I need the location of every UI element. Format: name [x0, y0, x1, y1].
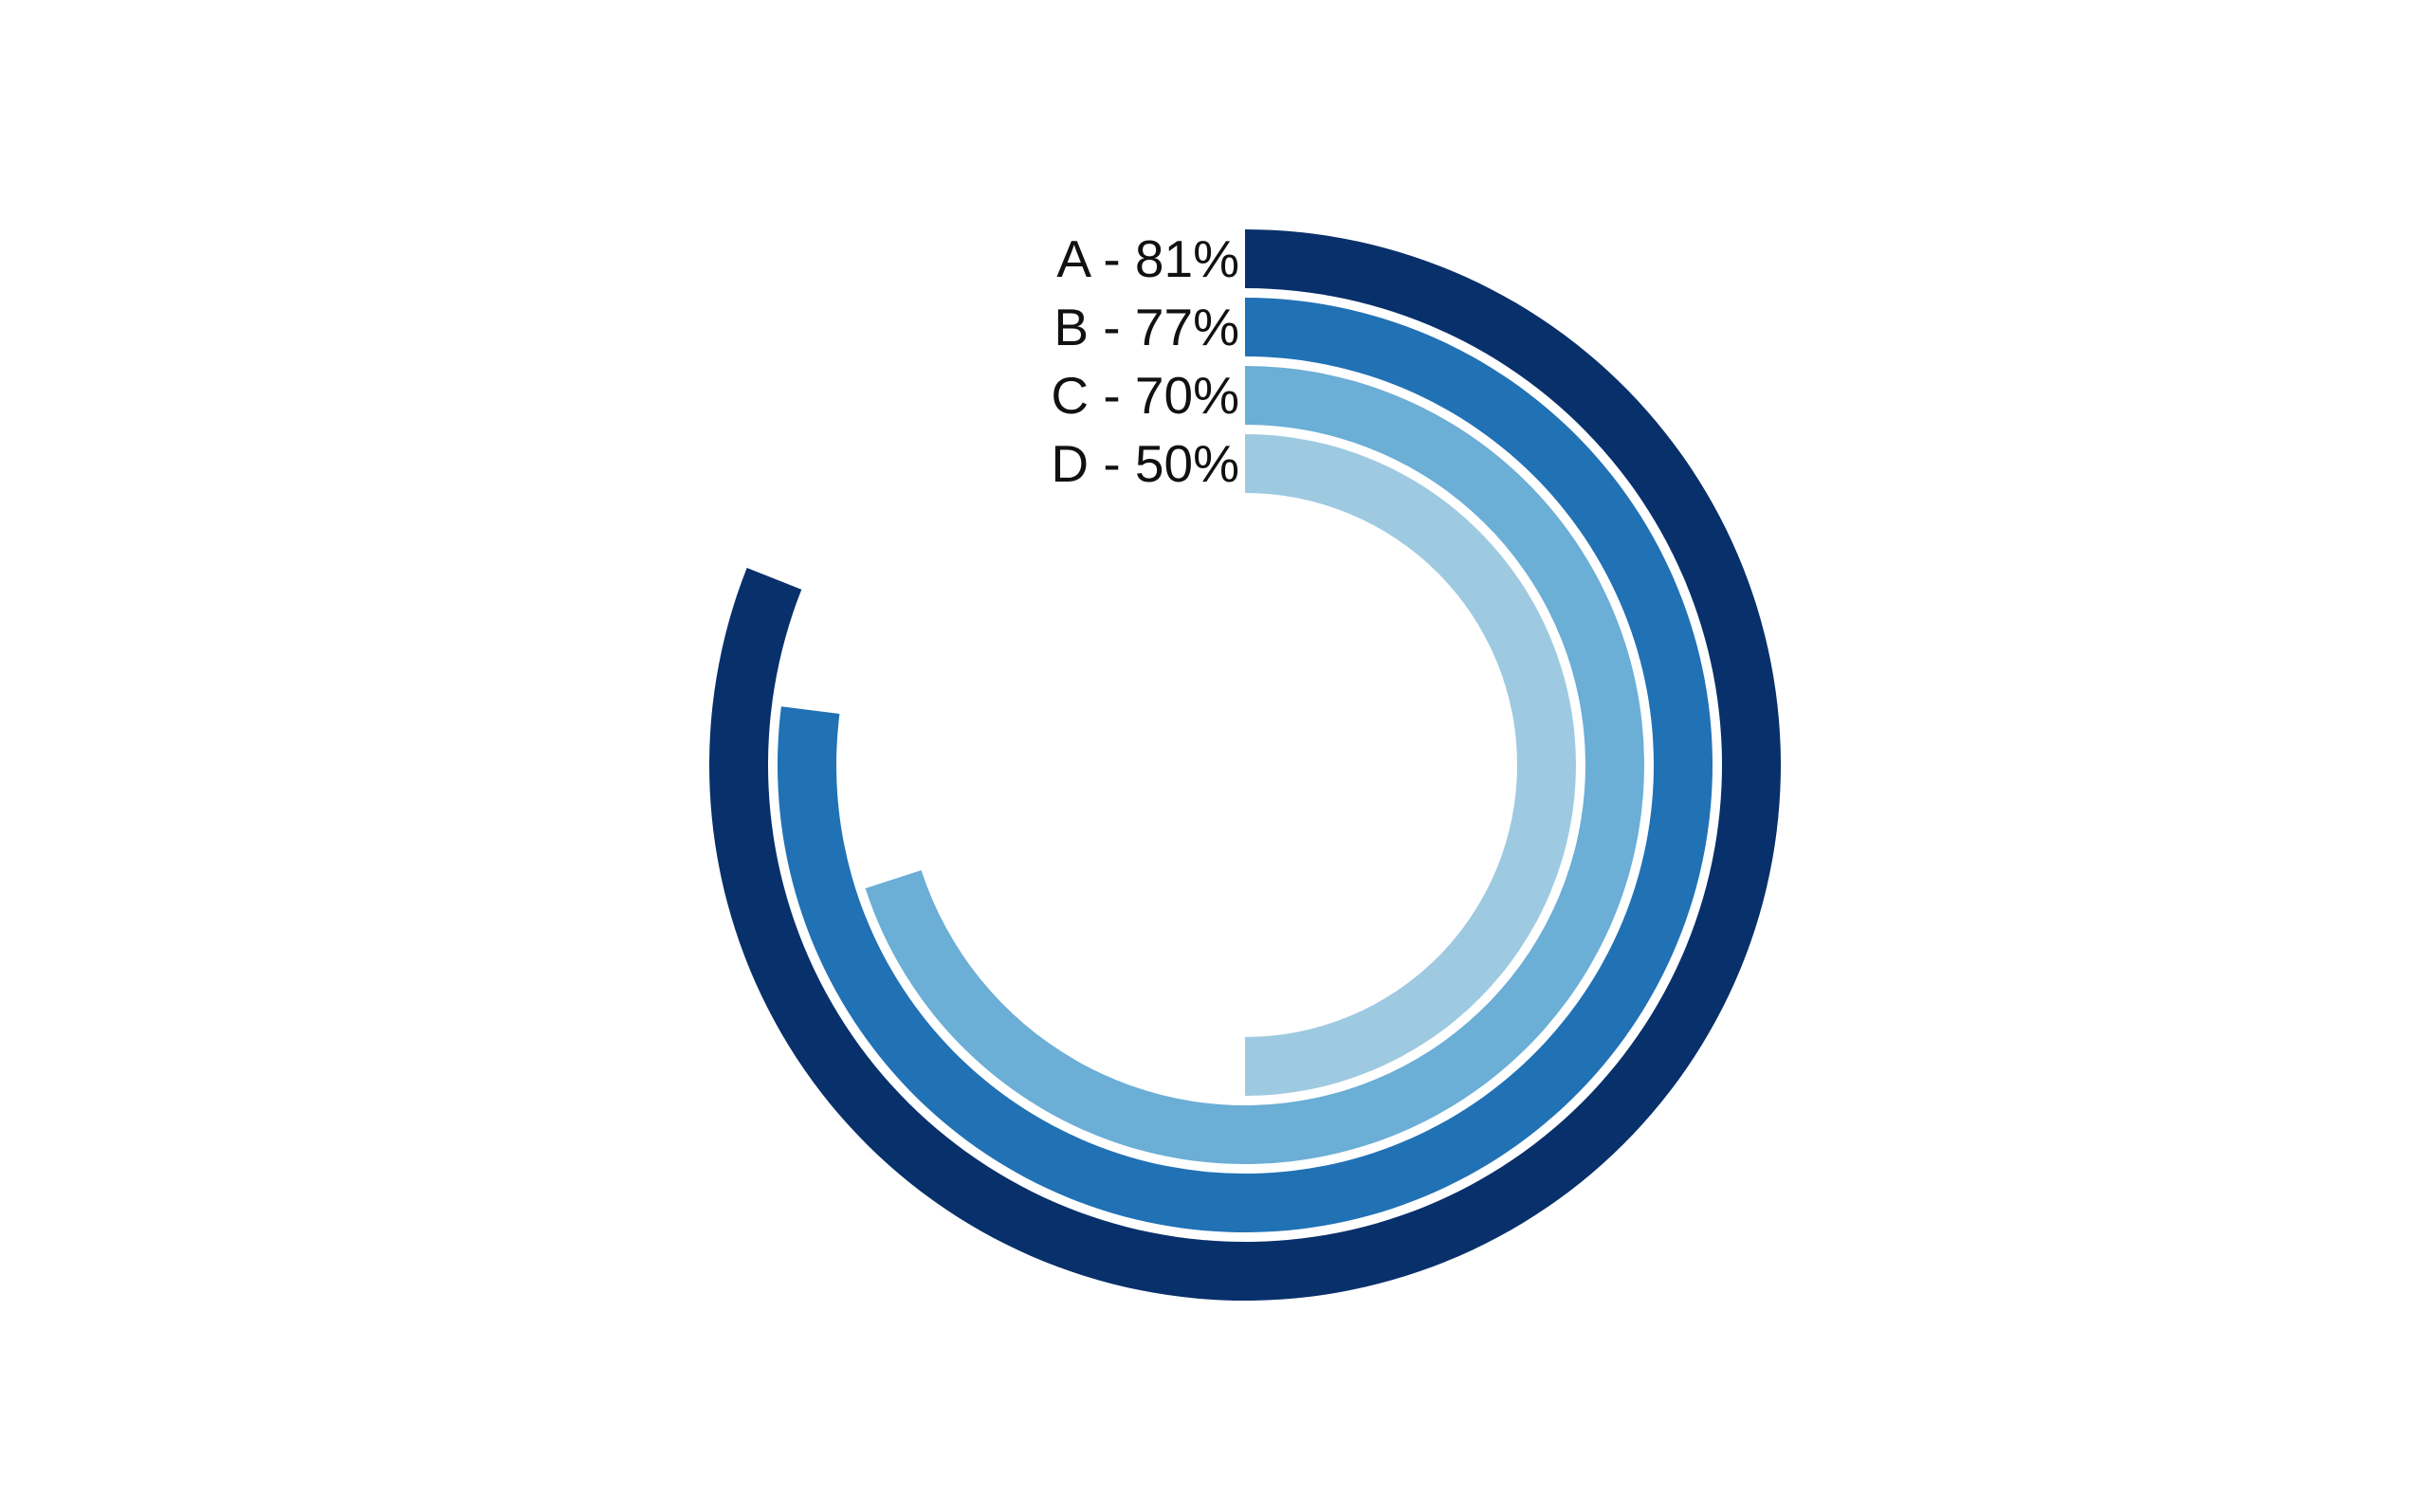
ring-label-a: A - 81%: [1056, 229, 1239, 288]
rings-group: [709, 229, 1782, 1301]
ring-d: [1245, 434, 1576, 1096]
labels-group: A - 81% B - 77% C - 70% D - 50%: [1051, 229, 1239, 493]
ring-label-d: D - 50%: [1051, 434, 1239, 493]
ring-label-c: C - 70%: [1051, 366, 1239, 425]
ring-label-b: B - 77%: [1053, 298, 1239, 356]
